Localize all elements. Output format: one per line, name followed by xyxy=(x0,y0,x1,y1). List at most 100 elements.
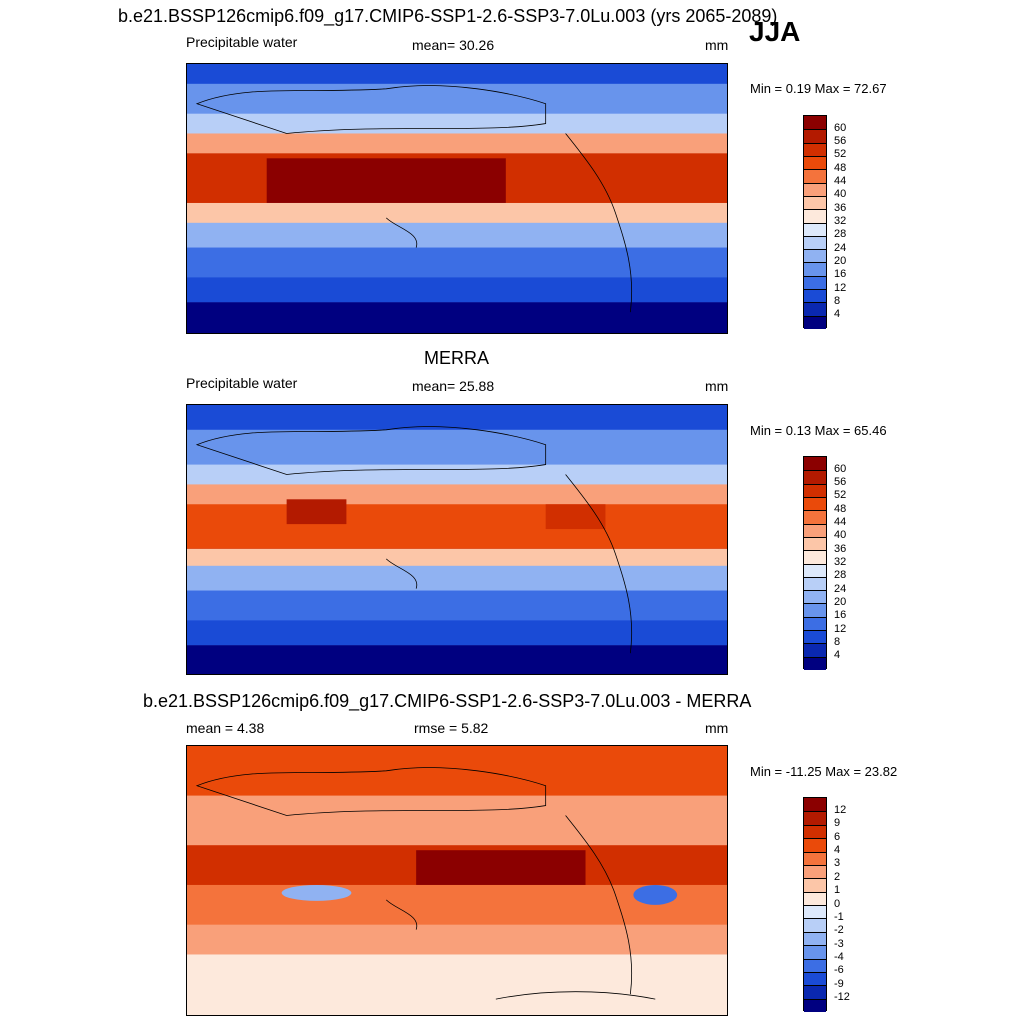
colorbar-swatch xyxy=(804,155,826,170)
colorbar-tick-label: -6 xyxy=(834,964,844,977)
panel-2-units: mm xyxy=(705,378,729,394)
colorbar-tick-label: 56 xyxy=(834,135,847,148)
colorbar-swatch xyxy=(804,536,826,551)
colorbar-tick-label: 44 xyxy=(834,516,847,529)
colorbar-tick-label: 32 xyxy=(834,215,847,227)
colorbar-swatch xyxy=(804,798,826,812)
panel-2-mean-label: mean= 25.88 xyxy=(412,378,495,394)
colorbar-swatch xyxy=(804,302,826,316)
panel-3-colorbar xyxy=(803,797,827,1012)
colorbar-swatch xyxy=(804,891,826,905)
colorbar-tick-label: 28 xyxy=(834,569,847,582)
colorbar-swatch xyxy=(804,209,826,223)
colorbar-swatch xyxy=(804,116,826,130)
panel-2-map-field xyxy=(187,405,727,674)
colorbar-tick-label: 20 xyxy=(834,595,847,608)
colorbar-tick-label: 4 xyxy=(834,844,841,856)
colorbar-swatch xyxy=(804,945,826,959)
colorbar-swatch xyxy=(804,931,826,946)
colorbar-tick-label: 52 xyxy=(834,148,847,161)
colorbar-tick-label: 60 xyxy=(834,121,847,134)
colorbar-tick-label: 32 xyxy=(834,556,847,568)
colorbar-tick-label: -2 xyxy=(834,924,844,937)
colorbar-tick-label: 3 xyxy=(834,857,841,870)
colorbar-tick-label: -4 xyxy=(834,951,844,963)
colorbar-swatch xyxy=(804,129,826,143)
colorbar-tick-label: 4 xyxy=(834,308,841,321)
colorbar-tick-label: 12 xyxy=(834,803,847,816)
panel-2-map xyxy=(186,404,728,675)
panel-3-map-field xyxy=(187,746,727,1015)
colorbar-swatch xyxy=(804,838,826,852)
colorbar-tick-label: -9 xyxy=(834,977,844,990)
panel-1-map xyxy=(186,63,728,334)
colorbar-tick-label: 12 xyxy=(834,281,847,294)
colorbar-swatch xyxy=(804,824,826,839)
colorbar-swatch xyxy=(804,470,826,484)
colorbar-tick-label: 0 xyxy=(834,897,841,910)
colorbar-tick-label: 16 xyxy=(834,609,847,622)
colorbar-swatch xyxy=(804,918,826,932)
colorbar-tick-label: 40 xyxy=(834,188,847,201)
colorbar-tick-label: 6 xyxy=(834,830,841,843)
colorbar-tick-label: 24 xyxy=(834,241,847,254)
panel-3-mean-label: mean = 4.38 xyxy=(186,720,265,736)
colorbar-swatch xyxy=(804,457,826,471)
panel-1-mean-label: mean= 30.26 xyxy=(412,37,495,53)
figure-title: b.e21.BSSP126cmip6.f09_g17.CMIP6-SSP1-2.… xyxy=(118,6,778,26)
panel-1-units: mm xyxy=(705,37,729,53)
panel-3-units: mm xyxy=(705,720,729,736)
colorbar-swatch xyxy=(804,235,826,250)
colorbar-swatch xyxy=(804,275,826,290)
season-label: JJA xyxy=(749,16,801,47)
colorbar-tick-label: 8 xyxy=(834,294,841,307)
colorbar-tick-label: 24 xyxy=(834,582,847,595)
colorbar-swatch xyxy=(804,971,826,986)
colorbar-swatch xyxy=(804,590,826,604)
colorbar-tick-label: 60 xyxy=(834,462,847,475)
panel-1-variable-label: Precipitable water xyxy=(186,34,298,50)
colorbar-swatch xyxy=(804,195,826,210)
colorbar-tick-label: 1 xyxy=(834,884,841,897)
colorbar-tick-label: 2 xyxy=(834,870,841,883)
colorbar-tick-label: 4 xyxy=(834,649,841,662)
panel-3-title: b.e21.BSSP126cmip6.f09_g17.CMIP6-SSP1-2.… xyxy=(143,691,752,711)
panel-2-minmax: Min = 0.13 Max = 65.46 xyxy=(750,423,887,438)
colorbar-swatch xyxy=(804,603,826,617)
panel-2-variable-label: Precipitable water xyxy=(186,375,298,391)
colorbar-tick-label: 52 xyxy=(834,489,847,502)
colorbar-tick-label: 20 xyxy=(834,254,847,267)
colorbar-swatch xyxy=(804,905,826,919)
colorbar-swatch xyxy=(804,483,826,497)
panel-3-map xyxy=(186,745,728,1016)
colorbar-tick-label: 48 xyxy=(834,502,847,515)
colorbar-tick-label: 16 xyxy=(834,268,847,281)
colorbar-swatch xyxy=(804,563,826,577)
panel-2-colorbar xyxy=(803,456,827,670)
colorbar-tick-label: 12 xyxy=(834,622,847,635)
colorbar-swatch xyxy=(804,878,826,892)
colorbar-swatch xyxy=(804,182,826,196)
colorbar-swatch xyxy=(804,510,826,524)
panel-2-title: MERRA xyxy=(424,348,490,368)
colorbar-swatch xyxy=(804,576,826,591)
colorbar-swatch xyxy=(804,249,826,263)
colorbar-swatch xyxy=(804,864,826,879)
colorbar-tick-label: -12 xyxy=(834,991,850,1004)
colorbar-swatch xyxy=(804,262,826,276)
colorbar-tick-label: 48 xyxy=(834,161,847,174)
colorbar-tick-label: 40 xyxy=(834,529,847,542)
colorbar-swatch xyxy=(804,998,826,1012)
colorbar-swatch xyxy=(804,851,826,865)
colorbar-swatch xyxy=(804,811,826,825)
colorbar-tick-label: 56 xyxy=(834,476,847,489)
colorbar-swatch xyxy=(804,315,826,329)
colorbar-swatch xyxy=(804,630,826,644)
colorbar-tick-label: 44 xyxy=(834,175,847,188)
panel-1-minmax: Min = 0.19 Max = 72.67 xyxy=(750,81,887,96)
colorbar-tick-label: 9 xyxy=(834,817,841,830)
colorbar-swatch xyxy=(804,550,826,564)
colorbar-tick-label: 8 xyxy=(834,635,841,648)
colorbar-tick-label: -3 xyxy=(834,937,844,950)
colorbar-swatch xyxy=(804,985,826,999)
